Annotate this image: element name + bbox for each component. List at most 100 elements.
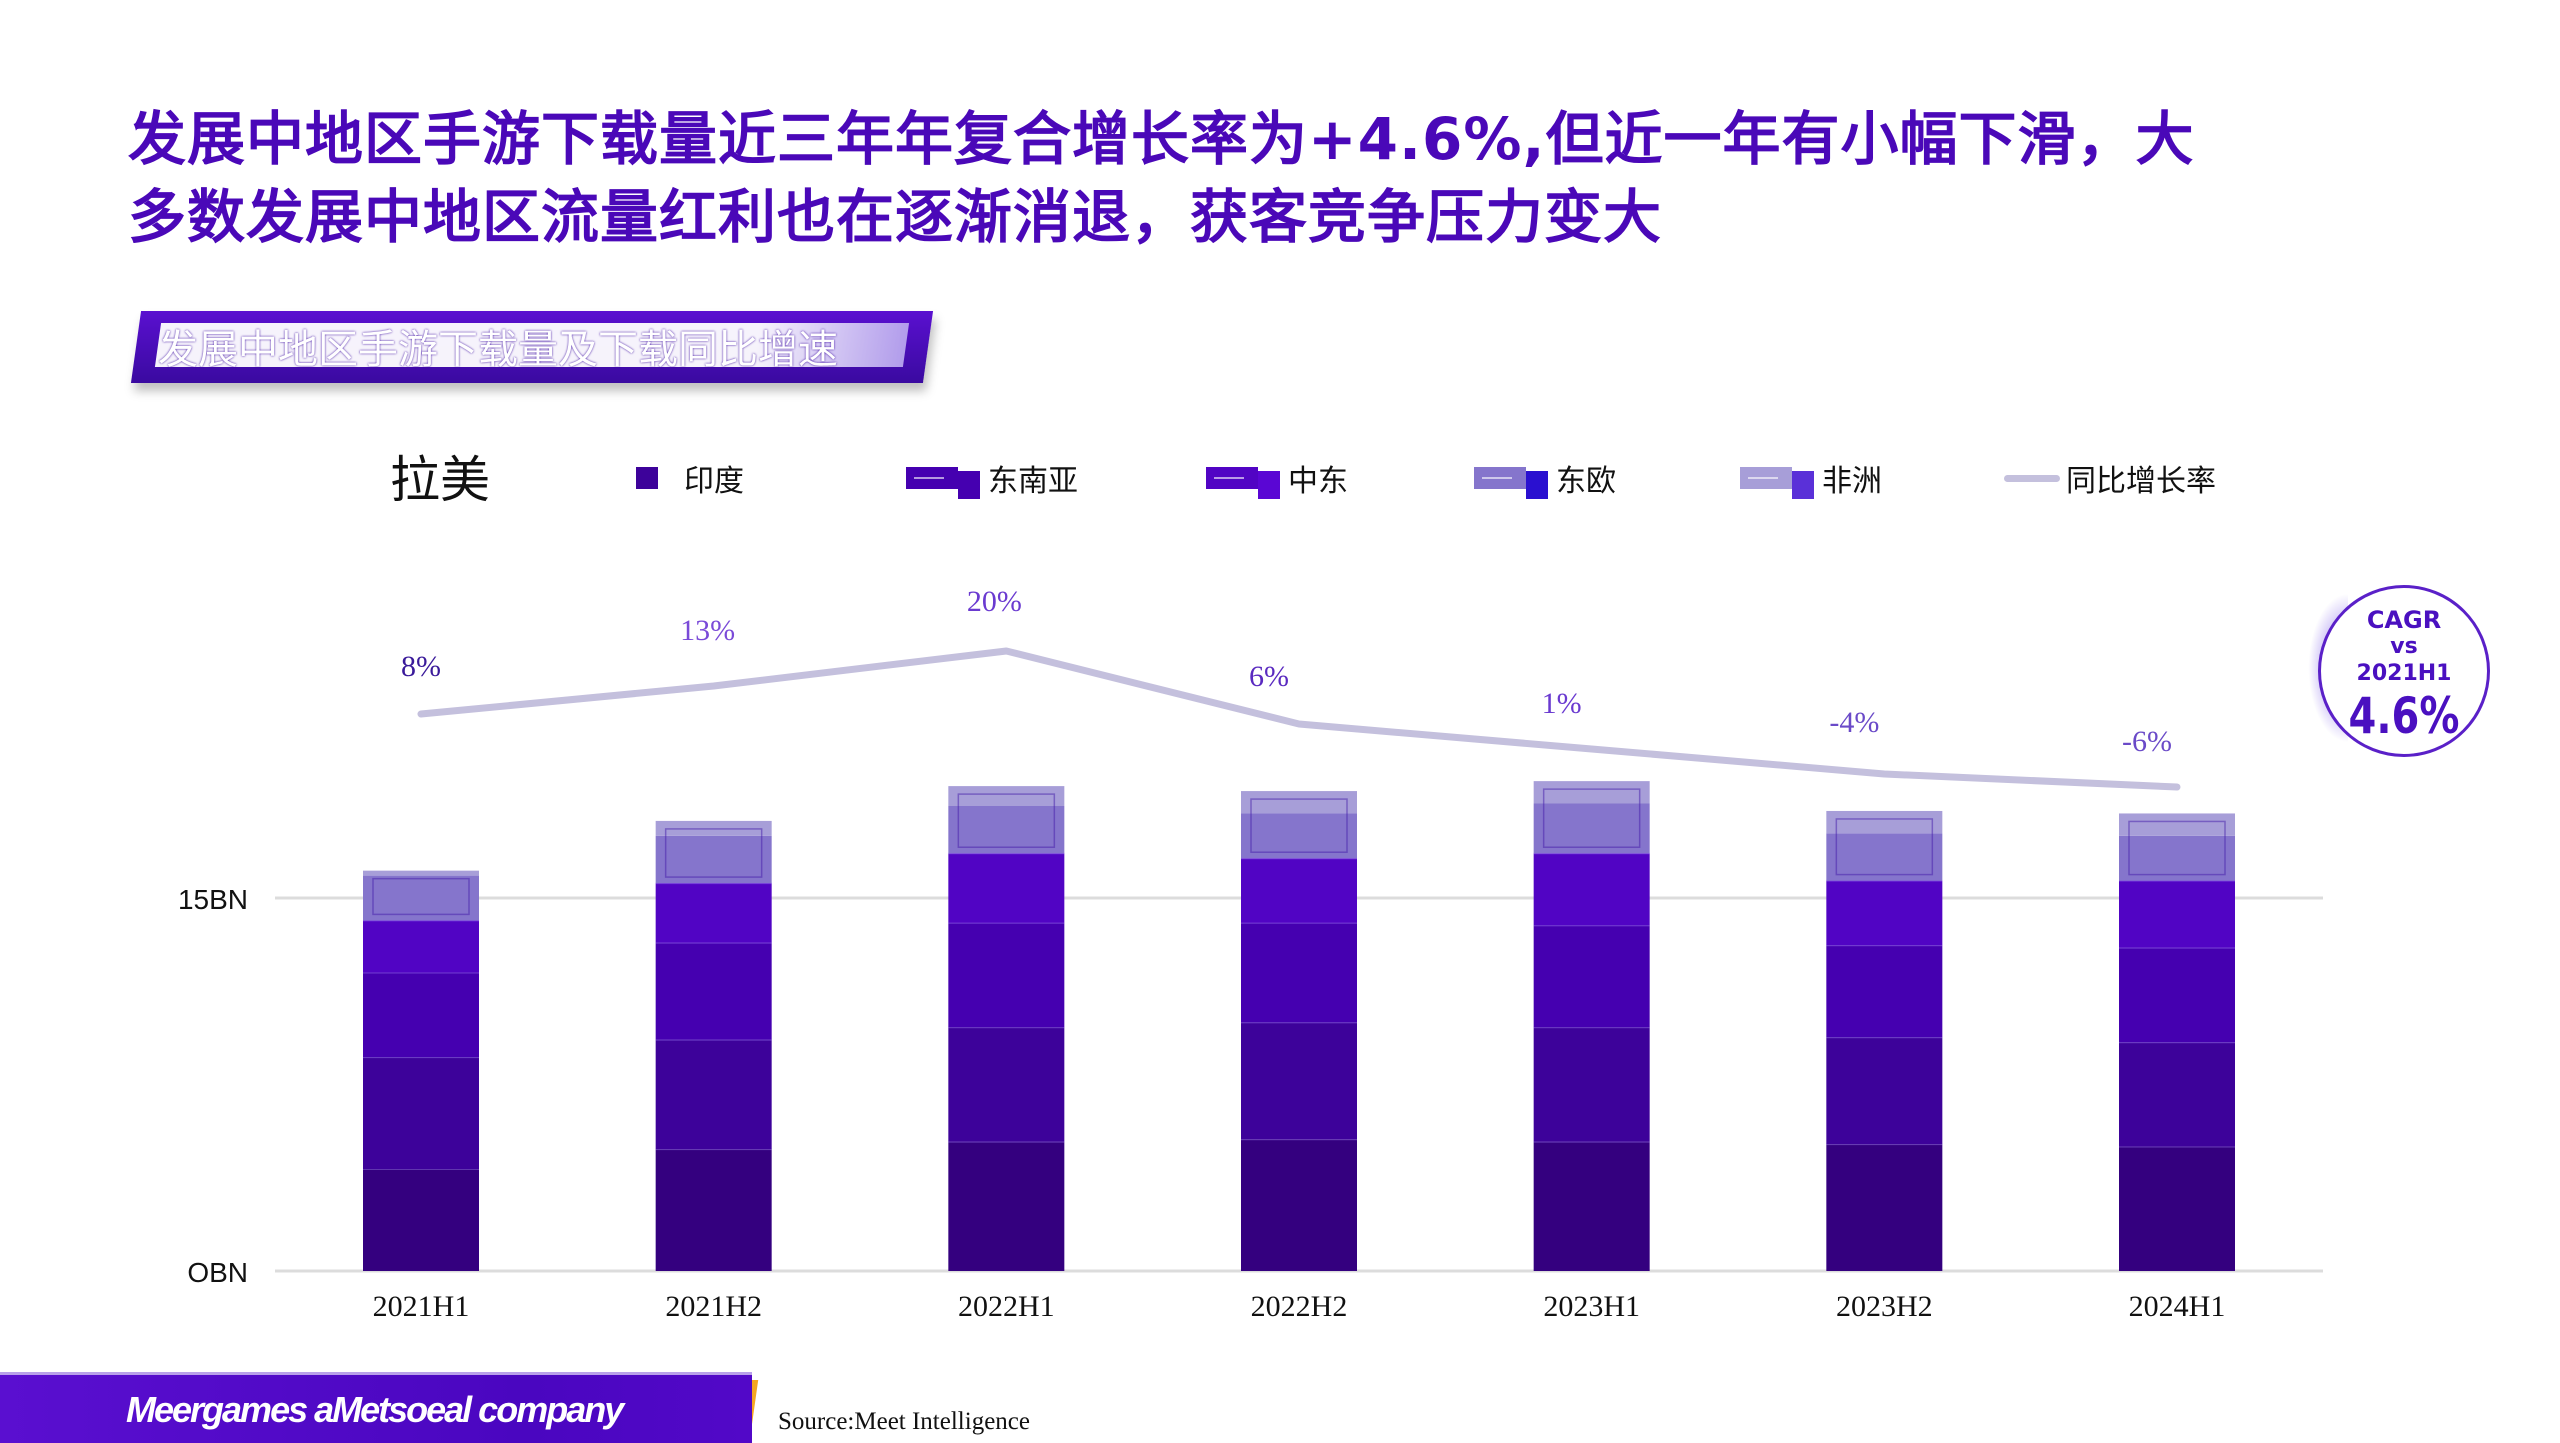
bar-top-outline <box>957 793 1056 848</box>
bar-top-outline <box>1542 788 1641 848</box>
chart-legend: 拉美 印度 东南亚 中东 东欧 非洲 同比增长率 <box>0 440 2560 510</box>
bar-segment-1 <box>948 1141 1065 1271</box>
bar-segment-3 <box>1241 922 1357 1023</box>
bar-segment-3 <box>363 972 479 1058</box>
bar-segment-4 <box>948 853 1065 923</box>
bar-segment-1 <box>655 1149 772 1271</box>
page-headline: 发展中地区手游下载量近三年年复合增长率为+4.6%,但近一年有小幅下滑，大 多数… <box>128 100 2468 256</box>
legend-label-sea: 东南亚 <box>988 464 1078 499</box>
bar-segment-4 <box>1826 880 1943 946</box>
bar-segment-4 <box>1241 858 1357 923</box>
cagr-vs: vs <box>2390 634 2418 659</box>
bar-segment-6 <box>948 786 1065 806</box>
legend-item-india: 印度 <box>636 458 744 499</box>
bar-segment-4 <box>655 883 772 943</box>
bar-top-outline <box>1835 818 1934 876</box>
bar-segment-2 <box>2119 1042 2235 1147</box>
bar-segment-5 <box>363 875 479 921</box>
bar-segment-6 <box>1826 810 1943 834</box>
bar-segment-6 <box>1241 791 1357 814</box>
legend-item-africa: 非洲 <box>1740 458 1882 499</box>
bar-segment-6 <box>363 870 479 876</box>
bar-segment-2 <box>1241 1022 1357 1140</box>
headline-line-2: 多数发展中地区流量红利也在逐渐消退，获客竞争压力变大 <box>128 183 1663 251</box>
legend-swatch-middle-east <box>1206 467 1282 499</box>
x-tick-label: 2022H1 <box>958 1290 1055 1323</box>
cagr-circle: CAGR vs 2021H1 4.6% <box>2318 585 2490 757</box>
legend-item-latam: 拉美 <box>390 451 490 509</box>
yoy-data-label: 13% <box>680 614 735 647</box>
bar-segment-5 <box>655 835 772 884</box>
headline-line-1: 发展中地区手游下载量近三年年复合增长率为+4.6%,但近一年有小幅下滑，大 <box>128 105 2195 173</box>
legend-item-middle-east: 中东 <box>1206 458 1348 499</box>
cagr-badge: CAGR vs 2021H1 4.6% <box>2308 585 2490 757</box>
x-tick-label: 2021H1 <box>373 1290 470 1323</box>
bar-top-outline <box>1250 798 1348 853</box>
yoy-data-label: 8% <box>401 650 441 683</box>
legend-label-africa: 非洲 <box>1822 464 1882 499</box>
bar-segment-4 <box>1533 853 1650 926</box>
legend-swatch-sea <box>906 467 982 499</box>
bar-segment-1 <box>1533 1141 1650 1271</box>
legend-swatch-yoy <box>2004 474 2060 482</box>
bar-segment-1 <box>1241 1139 1357 1271</box>
bar-segment-5 <box>948 805 1065 854</box>
bar-segment-2 <box>1533 1027 1650 1142</box>
bar-segment-3 <box>655 942 772 1040</box>
footer-brand-bar: Meergames aMetsoeal company <box>0 1372 752 1443</box>
legend-item-yoy: 同比增长率 <box>2004 458 2216 499</box>
source-note: Source:Meet Intelligence <box>778 1408 1030 1435</box>
cagr-base-period: 2021H1 <box>2356 661 2452 686</box>
yoy-data-label: 20% <box>967 585 1022 618</box>
bar-segment-5 <box>1533 803 1650 854</box>
legend-item-sea: 东南亚 <box>906 458 1078 499</box>
bar-segment-2 <box>948 1027 1065 1142</box>
bar-top-outline <box>372 877 470 916</box>
cagr-value: 4.6% <box>2348 687 2460 745</box>
bar-segment-6 <box>1533 781 1650 804</box>
x-tick-label: 2021H2 <box>665 1290 762 1323</box>
y-tick-label: 15BN <box>178 884 248 915</box>
yoy-data-label: -4% <box>1829 706 1879 739</box>
bar-segment-4 <box>2119 880 2235 948</box>
bar-segment-4 <box>363 920 479 973</box>
legend-label-middle-east: 中东 <box>1288 464 1348 499</box>
bar-segment-5 <box>1241 813 1357 859</box>
bar-segment-1 <box>2119 1146 2235 1271</box>
bar-segment-2 <box>655 1039 772 1150</box>
bar-segment-3 <box>1826 945 1943 1038</box>
legend-swatch-africa <box>1740 467 1816 499</box>
legend-label-yoy: 同比增长率 <box>2066 464 2216 499</box>
yoy-data-label: -6% <box>2122 725 2172 758</box>
yoy-data-label: 6% <box>1249 660 1289 693</box>
x-tick-label: 2024H1 <box>2129 1290 2226 1323</box>
bar-segment-1 <box>1826 1144 1943 1271</box>
bar-top-outline <box>664 828 763 878</box>
bar-segment-1 <box>363 1169 479 1271</box>
legend-swatch-india <box>636 467 662 489</box>
y-tick-label: OBN <box>187 1257 248 1288</box>
bar-segment-5 <box>2119 835 2235 881</box>
x-tick-label: 2023H2 <box>1836 1290 1933 1323</box>
chart-title: 发展中地区手游下载量及下载同比增速 <box>158 327 838 373</box>
legend-label-eastern-europe: 东欧 <box>1556 464 1616 499</box>
x-tick-label: 2022H2 <box>1251 1290 1348 1323</box>
cagr-label: CAGR <box>2366 606 2442 634</box>
yoy-growth-line <box>417 647 2181 791</box>
bar-segment-3 <box>1533 925 1650 1028</box>
legend-swatch-eastern-europe <box>1474 467 1550 499</box>
yoy-data-label: 1% <box>1542 687 1582 720</box>
bar-segment-6 <box>2119 813 2235 836</box>
bar-segment-2 <box>1826 1037 1943 1145</box>
bar-segment-3 <box>948 922 1065 1028</box>
bar-segment-2 <box>363 1057 479 1170</box>
bar-top-outline <box>2128 820 2226 876</box>
chart-title-banner: 发展中地区手游下载量及下载同比增速 <box>130 311 934 383</box>
footer-brand: Meergames aMetsoeal company <box>126 1389 624 1430</box>
legend-label-india: 印度 <box>684 464 744 499</box>
legend-item-eastern-europe: 东欧 <box>1474 458 1616 499</box>
bar-segment-5 <box>1826 833 1943 881</box>
x-tick-label: 2023H1 <box>1543 1290 1640 1323</box>
bar-segment-3 <box>2119 947 2235 1043</box>
